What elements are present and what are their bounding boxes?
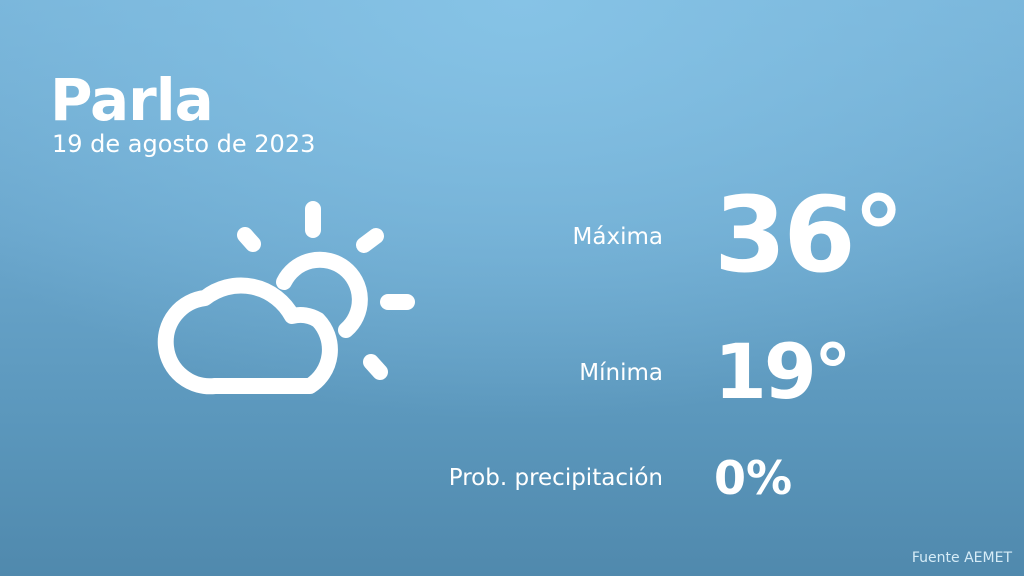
forecast-date: 19 de agosto de 2023 xyxy=(52,130,316,158)
min-temp-label: Mínima xyxy=(579,360,663,386)
sun-ray xyxy=(237,227,261,252)
precip-prob-label: Prob. precipitación xyxy=(448,465,663,491)
cloud-outline xyxy=(157,277,338,395)
sun-ray xyxy=(356,228,384,253)
max-temp-value: 36° xyxy=(714,174,905,296)
precip-prob-value: 0% xyxy=(714,451,793,505)
min-temp-value: 19° xyxy=(714,327,852,416)
source-credit: Fuente AEMET xyxy=(911,550,1012,566)
max-temp-label: Máxima xyxy=(572,224,663,250)
sun-arc xyxy=(276,251,368,338)
city-name: Parla xyxy=(50,66,214,134)
sun-ray xyxy=(363,354,388,380)
